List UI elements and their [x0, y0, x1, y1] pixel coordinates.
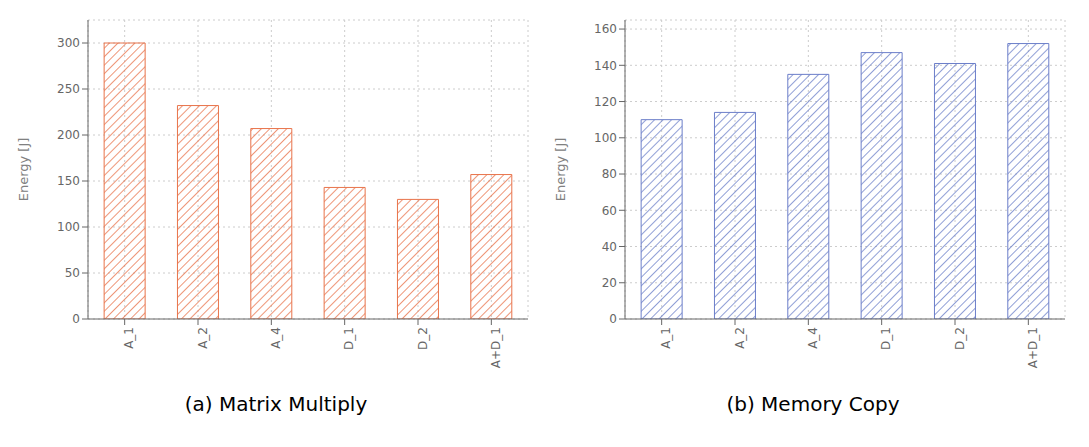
svg-text:A_1: A_1	[659, 327, 673, 349]
svg-text:160: 160	[594, 22, 617, 36]
svg-text:0: 0	[72, 312, 80, 326]
svg-text:0: 0	[609, 312, 617, 326]
svg-text:300: 300	[57, 36, 80, 50]
svg-text:A_4: A_4	[269, 327, 283, 349]
svg-text:Energy [J]: Energy [J]	[16, 138, 31, 202]
svg-text:250: 250	[57, 82, 80, 96]
svg-text:40: 40	[602, 240, 617, 254]
svg-text:D_1: D_1	[879, 327, 893, 350]
svg-text:100: 100	[57, 220, 80, 234]
svg-text:A+D_1: A+D_1	[1026, 327, 1040, 368]
svg-text:A_2: A_2	[196, 327, 210, 349]
svg-text:A_4: A_4	[806, 327, 820, 349]
svg-text:20: 20	[602, 276, 617, 290]
svg-text:A+D_1: A+D_1	[489, 327, 503, 368]
svg-text:D_2: D_2	[416, 327, 430, 350]
html-text:(b) Memory Copy: (b) Memory Copy	[726, 392, 900, 416]
svg-text:140: 140	[594, 59, 617, 73]
svg-text:A_1: A_1	[122, 327, 136, 349]
svg-text:Energy [J]: Energy [J]	[553, 138, 568, 202]
svg-text:200: 200	[57, 128, 80, 142]
svg-text:80: 80	[602, 167, 617, 181]
svg-text:150: 150	[57, 174, 80, 188]
svg-text:D_1: D_1	[342, 327, 356, 350]
svg-text:120: 120	[594, 95, 617, 109]
html-text:(a) Matrix Multiply: (a) Matrix Multiply	[184, 392, 368, 416]
svg-text:A_2: A_2	[733, 327, 747, 349]
svg-text:100: 100	[594, 131, 617, 145]
svg-text:50: 50	[65, 266, 80, 280]
svg-text:D_2: D_2	[953, 327, 967, 350]
svg-text:60: 60	[602, 204, 617, 218]
